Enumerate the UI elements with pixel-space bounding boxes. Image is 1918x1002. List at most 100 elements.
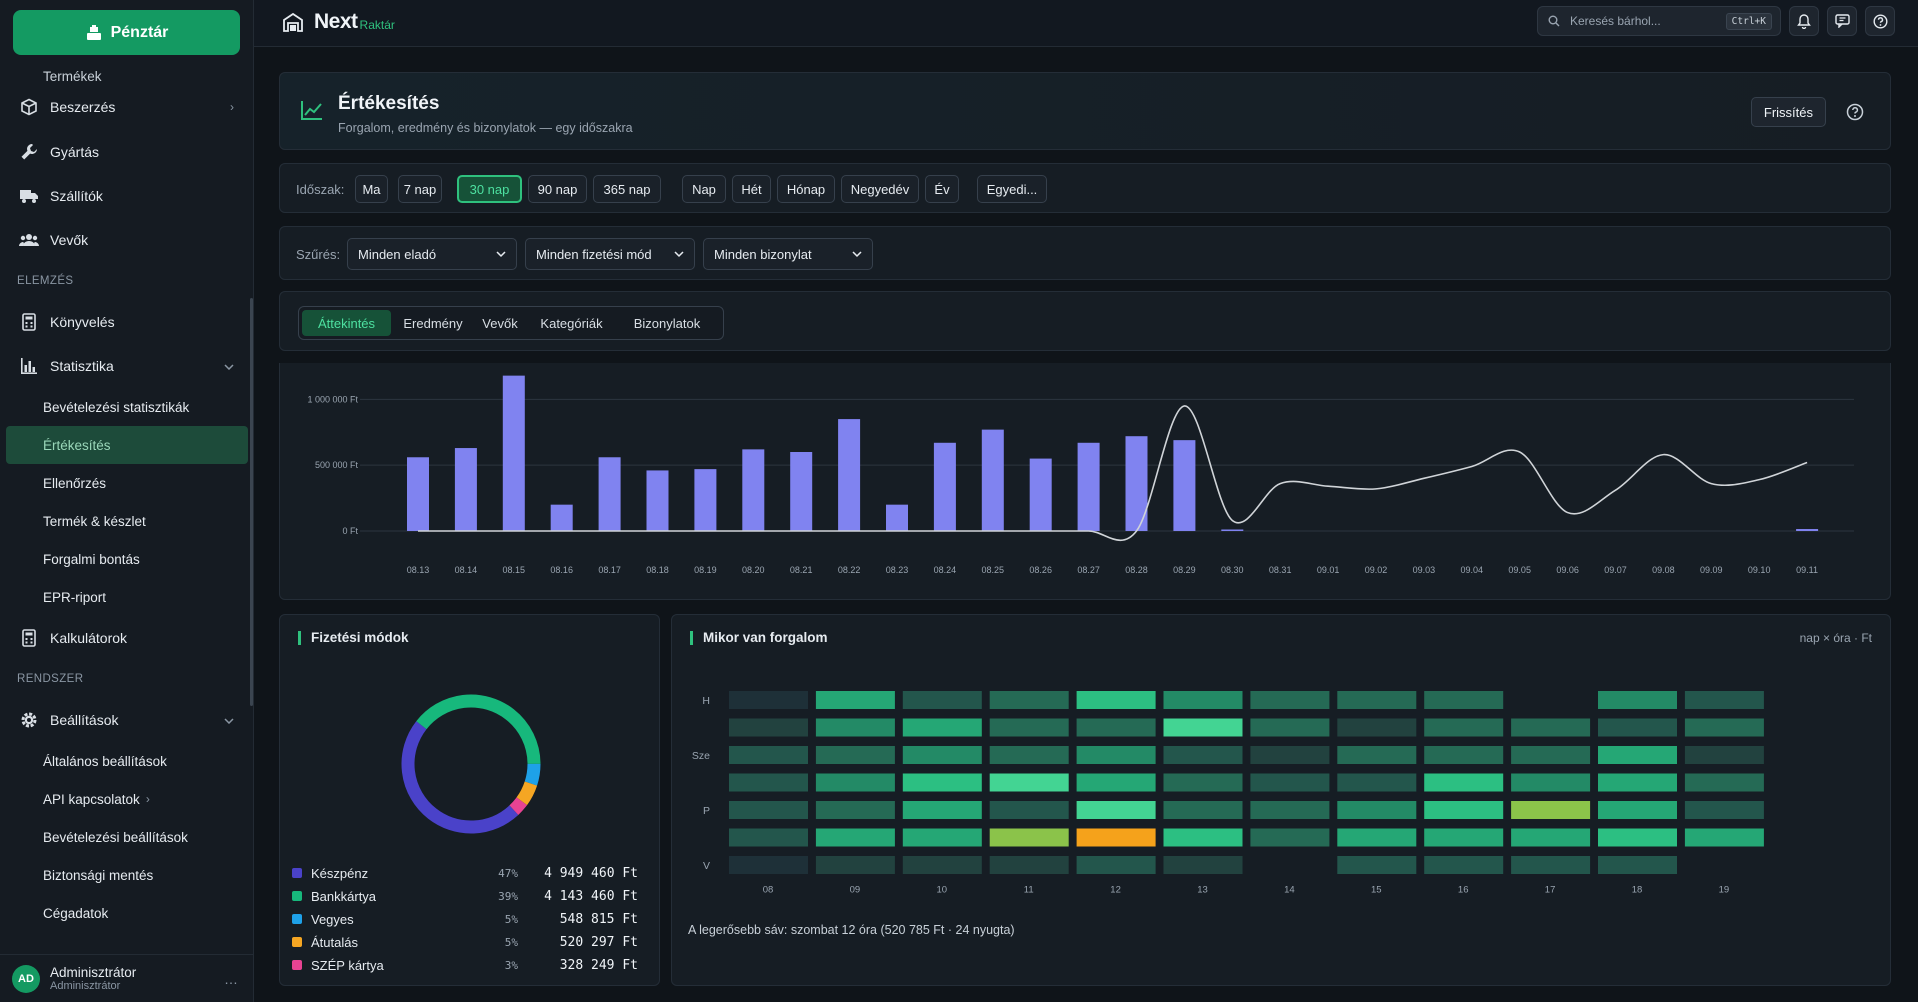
sidebar-item-konyveles[interactable]: Könyvelés <box>0 300 254 344</box>
heatmap-cell[interactable] <box>1076 718 1156 737</box>
heatmap-cell[interactable] <box>1163 691 1243 709</box>
heatmap-cell[interactable] <box>1511 828 1591 847</box>
donut-slice[interactable] <box>391 684 551 844</box>
heatmap-cell[interactable] <box>1076 828 1156 847</box>
heatmap-cell[interactable] <box>1684 801 1764 819</box>
heatmap-cell[interactable] <box>1163 718 1243 737</box>
heatmap-cell[interactable] <box>1424 856 1504 874</box>
sidebar-sub-termek-keszlet[interactable]: Termék & készlet <box>43 513 146 529</box>
notifications-button[interactable] <box>1789 6 1819 36</box>
help-button[interactable] <box>1865 6 1895 36</box>
heatmap-cell[interactable] <box>1337 718 1417 737</box>
tab-eredmeny[interactable]: Eredmény <box>403 315 463 331</box>
heatmap-cell[interactable] <box>989 691 1069 709</box>
chart-bar[interactable] <box>933 442 956 531</box>
heatmap-cell[interactable] <box>989 828 1069 847</box>
heatmap-cell[interactable] <box>902 718 982 737</box>
sidebar-sub-epr-riport[interactable]: EPR-riport <box>43 589 107 605</box>
heatmap-cell[interactable] <box>1250 828 1330 847</box>
logo[interactable]: Next Raktár <box>282 10 395 34</box>
tab-bizonylatok[interactable]: Bizonylatok <box>633 315 701 331</box>
chart-bar[interactable] <box>646 470 669 531</box>
chart-bar[interactable] <box>598 457 621 531</box>
sidebar-item-vevok[interactable]: Vevők <box>0 218 254 262</box>
donut-slice[interactable] <box>391 684 551 844</box>
heatmap-cell[interactable] <box>1424 801 1504 819</box>
heatmap-cell[interactable] <box>1076 801 1156 819</box>
document-select[interactable]: Minden bizonylat <box>703 238 873 270</box>
heatmap-cell[interactable] <box>1163 773 1243 792</box>
heatmap-cell[interactable] <box>1684 828 1764 847</box>
chart-bar[interactable] <box>1125 436 1148 531</box>
heatmap-cell[interactable] <box>815 746 895 764</box>
grain-ev[interactable]: Év <box>925 175 959 203</box>
grain-negyedev[interactable]: Negyedév <box>841 175 919 203</box>
tab-attekintes[interactable]: Áttekintés <box>302 310 391 336</box>
heatmap-cell[interactable] <box>1424 691 1504 709</box>
heatmap-cell[interactable] <box>1250 718 1330 737</box>
heatmap-cell[interactable] <box>989 801 1069 819</box>
sidebar-item-szallitok[interactable]: Szállítók <box>0 174 254 218</box>
feedback-button[interactable] <box>1827 6 1857 36</box>
heatmap-cell[interactable] <box>1684 691 1764 709</box>
heatmap-cell[interactable] <box>902 691 982 709</box>
heatmap-cell[interactable] <box>902 828 982 847</box>
chart-bar[interactable] <box>454 448 477 531</box>
sidebar-scrollbar[interactable] <box>250 298 253 706</box>
heatmap-cell[interactable] <box>1163 856 1243 874</box>
heatmap-cell[interactable] <box>1337 856 1417 874</box>
heatmap-cell[interactable] <box>1163 801 1243 819</box>
donut-slice[interactable] <box>391 684 551 844</box>
heatmap-cell[interactable] <box>729 691 808 709</box>
chart-bar[interactable] <box>694 469 717 531</box>
sidebar-item-beallitasok[interactable]: Beállítások <box>0 698 254 742</box>
search-input[interactable] <box>1570 14 1700 28</box>
period-365-nap[interactable]: 365 nap <box>593 175 661 203</box>
chart-bar[interactable] <box>407 457 429 531</box>
heatmap-cell[interactable] <box>1076 773 1156 792</box>
heatmap-cell[interactable] <box>1598 828 1677 847</box>
sidebar-sub-forgalmi-bontas[interactable]: Forgalmi bontás <box>43 551 140 567</box>
chart-bar[interactable] <box>742 449 765 531</box>
help-icon[interactable] <box>1846 103 1864 121</box>
heatmap-cell[interactable] <box>1511 856 1591 874</box>
tab-vevok[interactable]: Vevők <box>482 315 518 331</box>
heatmap-cell[interactable] <box>729 718 808 737</box>
heatmap-cell[interactable] <box>1337 746 1417 764</box>
heatmap-cell[interactable] <box>1076 691 1156 709</box>
heatmap-cell[interactable] <box>815 801 895 819</box>
grain-het[interactable]: Hét <box>732 175 771 203</box>
heatmap-cell[interactable] <box>1250 746 1330 764</box>
donut-slice[interactable] <box>391 684 551 844</box>
sidebar-sub-biztonsagi-mentes[interactable]: Biztonsági mentés <box>43 867 154 883</box>
chart-bar[interactable] <box>838 419 861 531</box>
sidebar-sub-api-kapcsolatok[interactable]: API kapcsolatok › <box>0 780 254 818</box>
heatmap-cell[interactable] <box>1337 773 1417 792</box>
heatmap-cell[interactable] <box>815 856 895 874</box>
pos-button[interactable]: Pénztár <box>13 10 240 55</box>
sidebar-item-beszerzes[interactable]: Beszerzés › <box>0 84 254 130</box>
heatmap-cell[interactable] <box>1598 691 1677 709</box>
period-7-nap[interactable]: 7 nap <box>398 175 442 203</box>
sidebar-sub-altalanos-beallitasok[interactable]: Általános beállítások <box>43 753 167 769</box>
heatmap-cell[interactable] <box>729 828 808 847</box>
chart-bar[interactable] <box>1029 458 1052 531</box>
heatmap-cell[interactable] <box>1424 718 1504 737</box>
heatmap-cell[interactable] <box>729 801 808 819</box>
heatmap-cell[interactable] <box>1598 773 1677 792</box>
heatmap-cell[interactable] <box>729 746 808 764</box>
heatmap-cell[interactable] <box>1424 828 1504 847</box>
heatmap-cell[interactable] <box>1511 746 1591 764</box>
sidebar-sub-bevetelezesi-statisztikak[interactable]: Bevételezési statisztikák <box>43 399 190 415</box>
heatmap-cell[interactable] <box>902 801 982 819</box>
sidebar-sub-ertekesites[interactable]: Értékesítés <box>6 426 248 464</box>
heatmap-cell[interactable] <box>989 773 1069 792</box>
heatmap-cell[interactable] <box>1511 718 1591 737</box>
chart-bar[interactable] <box>981 429 1004 531</box>
period-custom[interactable]: Egyedi... <box>977 175 1047 203</box>
heatmap-cell[interactable] <box>1598 746 1677 764</box>
heatmap-cell[interactable] <box>989 856 1069 874</box>
heatmap-cell[interactable] <box>1163 746 1243 764</box>
heatmap-cell[interactable] <box>1337 828 1417 847</box>
sidebar-item-termekek[interactable]: Termékek <box>43 69 102 84</box>
